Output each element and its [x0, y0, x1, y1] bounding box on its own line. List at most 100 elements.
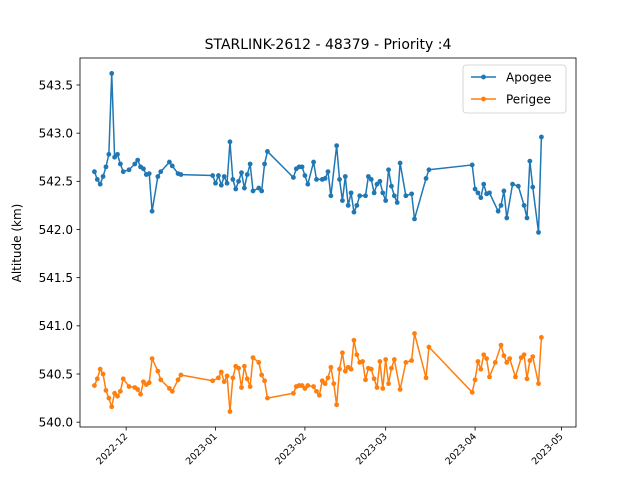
apogee-point	[250, 188, 256, 194]
apogee-point	[210, 173, 216, 178]
apogee-point	[311, 159, 316, 165]
perigee-point	[342, 368, 348, 374]
apogee-point	[115, 151, 120, 157]
apogee-point	[495, 208, 501, 214]
perigee-point	[507, 356, 513, 361]
plot-area	[92, 71, 544, 414]
apogee-point	[487, 190, 492, 196]
apogee-point	[501, 188, 507, 194]
perigee-point	[325, 375, 331, 381]
apogee-point	[117, 161, 123, 167]
x-tick-label: 2023-04	[443, 431, 479, 467]
apogee-point	[426, 167, 432, 173]
apogee-point	[325, 169, 331, 175]
apogee-point	[291, 175, 296, 180]
perigee-point	[328, 364, 334, 370]
apogee-point	[262, 161, 267, 167]
perigee-point	[475, 359, 481, 364]
x-tick-label: 2023-03	[354, 431, 390, 467]
series-line-perigee	[93, 332, 543, 413]
x-tick-label: 2023-01	[184, 431, 220, 467]
perigee-point	[230, 375, 236, 381]
perigee-point	[409, 358, 415, 363]
y-tick-label: 540.5	[39, 367, 73, 381]
axes-frame	[79, 57, 577, 428]
y-tick-label: 541.0	[39, 319, 73, 333]
perigee-point	[412, 331, 417, 336]
perigee-point	[94, 376, 100, 382]
perigee-point	[175, 377, 181, 383]
apogee-point	[213, 180, 218, 186]
apogee-point	[472, 186, 478, 192]
apogee-point	[227, 139, 233, 145]
perigee-point	[334, 402, 340, 408]
apogee-point	[342, 174, 348, 179]
perigee-point	[478, 366, 484, 372]
perigee-point	[244, 376, 250, 382]
perigee-point	[371, 376, 377, 382]
perigee-point	[363, 377, 368, 383]
perigee-point	[536, 381, 541, 387]
axes: 540.0 540.5 541.0 541.5 542.0 542.5 543.0 543.5…	[39, 57, 577, 467]
perigee-point	[239, 385, 244, 390]
apogee-point	[536, 229, 541, 235]
apogee-point	[106, 151, 112, 157]
apogee-point	[120, 169, 126, 175]
perigee-point	[155, 368, 161, 374]
apogee-point	[146, 171, 152, 177]
perigee-point	[484, 356, 489, 361]
perigee-point	[109, 404, 115, 410]
perigee-point	[524, 376, 530, 382]
y-tick-label: 543.5	[39, 78, 73, 92]
apogee-point	[498, 203, 504, 208]
apogee-point	[386, 167, 391, 173]
apogee-point	[230, 176, 236, 182]
apogee-point	[371, 190, 377, 196]
apogee-point	[100, 174, 106, 179]
perigee-point	[227, 409, 233, 414]
perigee-point	[527, 358, 533, 363]
perigee-point	[106, 395, 112, 401]
perigee-point	[472, 377, 478, 383]
apogee-point	[109, 71, 115, 76]
apogee-point	[478, 195, 484, 201]
apogee-point	[340, 198, 345, 203]
apogee-point	[337, 176, 342, 182]
perigee-point	[492, 360, 498, 365]
perigee-point	[360, 359, 365, 364]
perigee-point	[103, 387, 109, 393]
apogee-point	[383, 198, 389, 203]
perigee-point	[501, 353, 507, 359]
perigee-point	[218, 369, 224, 375]
perigee-point	[314, 388, 319, 394]
apogee-point	[224, 180, 230, 186]
apogee-point	[515, 183, 521, 189]
apogee-point	[149, 208, 155, 214]
apogee-point	[233, 186, 239, 192]
perigee-point	[149, 356, 155, 361]
apogee-point	[510, 181, 515, 187]
apogee-point	[481, 181, 487, 187]
perigee-point	[530, 354, 536, 360]
apogee-point	[354, 203, 360, 208]
apogee-point	[397, 160, 403, 166]
perigee-point	[351, 337, 357, 343]
apogee-point	[521, 203, 527, 208]
perigee-point	[169, 388, 175, 394]
legend: Apogee Perigee	[462, 64, 567, 114]
apogee-point	[218, 182, 224, 188]
legend-label-perigee: Perigee	[506, 92, 551, 106]
apogee-point	[322, 176, 328, 181]
perigee-point	[305, 383, 311, 388]
perigee-point	[368, 366, 374, 372]
apogee-point	[403, 193, 409, 199]
perigee-point	[322, 381, 328, 387]
apogee-point	[167, 159, 172, 165]
apogee-point	[299, 164, 305, 170]
apogee-point	[412, 216, 417, 222]
perigee-point	[259, 372, 265, 378]
apogee-point	[348, 190, 354, 196]
apogee-point	[141, 166, 146, 172]
legend-label-apogee: Apogee	[506, 70, 552, 84]
perigee-point	[126, 384, 132, 389]
